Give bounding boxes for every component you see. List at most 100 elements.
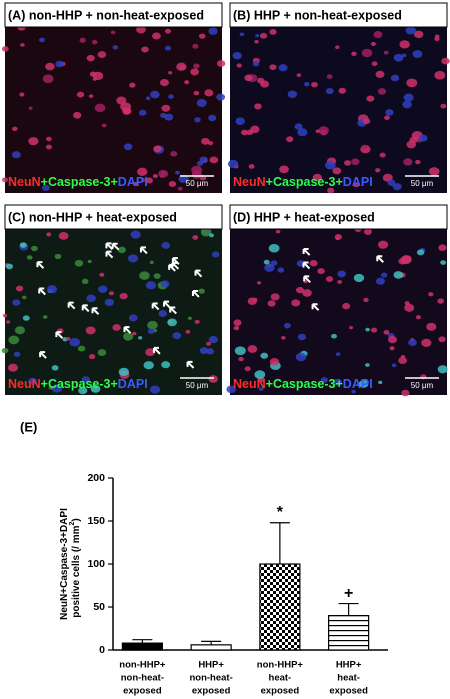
cell — [428, 167, 440, 176]
cell — [46, 136, 52, 142]
x-tick-label: HHP+ — [336, 660, 362, 671]
cell — [88, 353, 96, 360]
cell — [158, 169, 169, 178]
arrow — [191, 289, 200, 298]
stain-label: NeuN+Caspase-3+DAPI — [233, 377, 373, 391]
arrow — [152, 346, 161, 355]
cell — [326, 74, 333, 79]
cell — [335, 45, 340, 50]
cell — [69, 338, 81, 347]
arrow — [186, 360, 195, 369]
arrow — [302, 261, 311, 270]
cell — [335, 236, 340, 241]
cell — [143, 361, 154, 370]
cell — [170, 150, 178, 157]
cell — [416, 249, 425, 256]
cell — [138, 109, 147, 116]
cell — [244, 74, 253, 82]
cell — [358, 379, 369, 388]
cell — [5, 263, 14, 270]
arrow — [36, 261, 45, 269]
cell — [28, 377, 37, 385]
cell — [361, 48, 373, 58]
cell — [295, 352, 307, 362]
cell — [185, 329, 191, 334]
panel-title: (A) non-HHP + non-heat-exposed — [8, 8, 204, 22]
cell — [380, 272, 388, 278]
cell — [161, 104, 171, 112]
micrograph — [230, 229, 447, 395]
cell — [413, 30, 424, 39]
arrow — [163, 300, 171, 309]
cell — [391, 363, 397, 368]
cell — [412, 50, 423, 59]
cell — [238, 356, 244, 362]
cell — [384, 115, 390, 121]
cell — [402, 100, 412, 109]
stain-part: +Caspase-3+ — [266, 377, 343, 391]
cell — [399, 40, 410, 49]
x-tick-label: exposed — [192, 686, 231, 697]
cell — [168, 71, 173, 75]
scale-label: 50 μm — [411, 381, 434, 390]
cell — [309, 260, 318, 267]
stain-part: +Caspase-3+ — [41, 377, 118, 391]
cell — [42, 315, 48, 319]
cell — [176, 62, 187, 71]
cell — [8, 335, 20, 345]
cell — [366, 95, 375, 102]
x-tick-label: exposed — [261, 686, 300, 697]
cell — [337, 280, 343, 284]
cell — [428, 292, 434, 297]
cell — [86, 54, 95, 62]
cell — [378, 380, 383, 385]
cell — [437, 298, 445, 304]
cell — [164, 45, 172, 51]
cell — [441, 57, 450, 65]
cell — [415, 315, 421, 320]
arrow — [151, 302, 160, 311]
cell — [168, 181, 177, 187]
cell — [92, 77, 97, 81]
cell — [152, 173, 158, 179]
cell — [99, 272, 105, 277]
cell — [161, 361, 171, 369]
cell — [277, 267, 285, 273]
panel-title: (C) non-HHP + heat-exposed — [8, 210, 177, 224]
cell — [196, 160, 204, 167]
cell — [85, 326, 96, 335]
y-tick-label: 200 — [87, 472, 105, 484]
micrograph — [5, 229, 222, 395]
cell — [415, 159, 421, 165]
cell — [208, 27, 218, 35]
y-label-line: NeuN+Caspase-3+DAPI — [59, 508, 70, 620]
cell — [108, 291, 114, 296]
x-tick-label: exposed — [329, 686, 368, 697]
cell — [254, 370, 266, 379]
cell — [153, 273, 161, 279]
stain-part: +Caspase-3+ — [41, 175, 118, 189]
panel-label: (E) — [20, 419, 37, 434]
cell — [117, 246, 126, 254]
cell — [200, 228, 212, 237]
cell — [398, 356, 408, 365]
cell — [177, 186, 183, 191]
cell — [207, 141, 214, 146]
cell — [264, 263, 275, 272]
arrow — [38, 287, 46, 296]
cell — [275, 229, 281, 234]
cell — [365, 363, 370, 367]
cell — [12, 299, 21, 306]
cell — [145, 348, 156, 357]
cell — [297, 128, 308, 137]
cell — [317, 268, 325, 275]
cell — [58, 231, 69, 240]
cell — [45, 62, 55, 71]
stain-part: NeuN — [8, 175, 41, 189]
cell — [331, 333, 337, 339]
micrograph — [5, 27, 222, 193]
cell — [434, 36, 440, 42]
cell — [26, 255, 33, 260]
cell — [88, 94, 94, 98]
cell — [123, 332, 134, 341]
